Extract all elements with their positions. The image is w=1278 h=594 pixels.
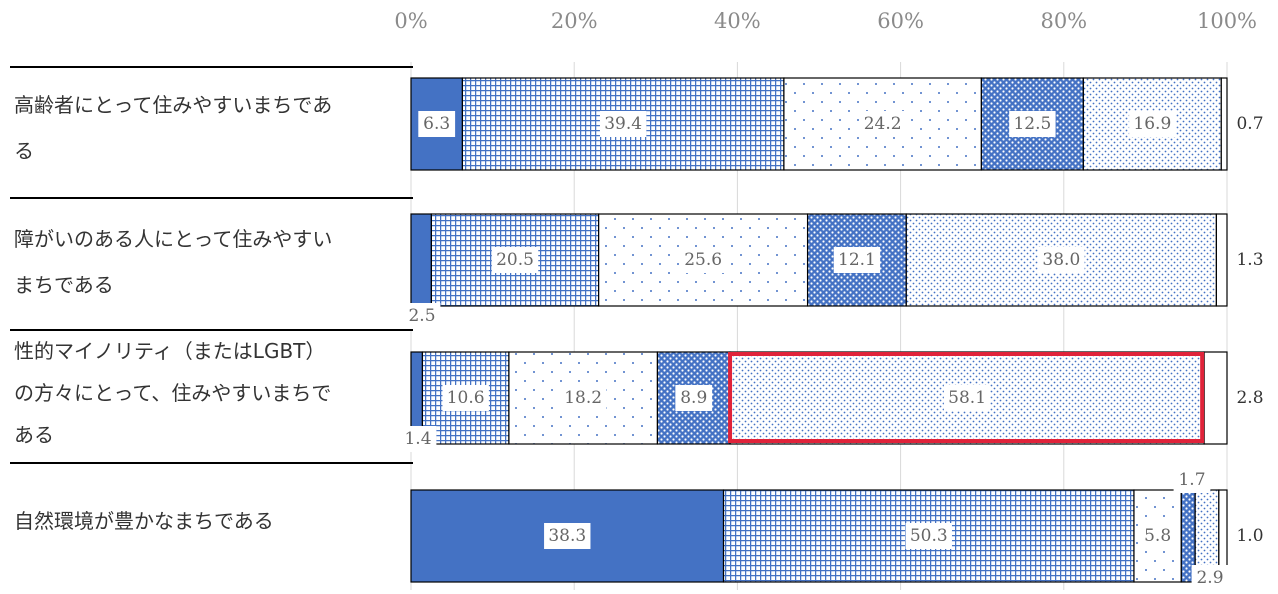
category-labels: 高齢者にとって住みやすいまちである障がいのある人にとって住みやすいまちである性的… — [14, 93, 332, 533]
svg-text:10.6: 10.6 — [447, 388, 485, 408]
category-label: 性的マイノリティ（またはLGBT） — [14, 339, 325, 363]
svg-text:0.7: 0.7 — [1236, 114, 1263, 134]
category-label: の方々にとって、住みやすいまちで — [14, 381, 331, 405]
svg-text:2.9: 2.9 — [1196, 568, 1223, 588]
svg-text:1.0: 1.0 — [1236, 526, 1263, 546]
data-label: 12.1 — [833, 247, 881, 273]
svg-text:39.4: 39.4 — [604, 114, 642, 134]
data-label: 16.9 — [1129, 111, 1176, 137]
svg-text:6.3: 6.3 — [423, 114, 450, 134]
data-label: 24.2 — [859, 111, 906, 137]
bar-segment — [1203, 351, 1228, 445]
svg-text:25.6: 25.6 — [684, 250, 722, 270]
category-label: 障がいのある人にとって住みやすい — [14, 227, 332, 251]
data-label: 50.3 — [905, 523, 952, 549]
data-label: 5.8 — [1139, 523, 1177, 549]
svg-text:2.5: 2.5 — [408, 306, 435, 326]
svg-text:1.7: 1.7 — [1178, 470, 1205, 490]
category-label: 高齢者にとって住みやすいまちであ — [14, 93, 332, 117]
x-tick-label: 100% — [1197, 9, 1257, 33]
svg-text:5.8: 5.8 — [1144, 526, 1171, 546]
svg-text:38.3: 38.3 — [548, 526, 586, 546]
bar-segment — [1215, 213, 1228, 307]
data-label: 1.0 — [1236, 526, 1263, 546]
svg-text:58.1: 58.1 — [948, 388, 986, 408]
highlight-box — [728, 352, 1205, 443]
data-label: 58.1 — [943, 385, 991, 411]
data-label: 38.3 — [544, 523, 591, 549]
data-label: 38.0 — [1038, 247, 1085, 273]
data-label: 12.5 — [1009, 111, 1056, 137]
data-labels: 6.3 39.4 24.2 12.5 16.9 0.7 2.5 20.5 25.6 12.1 38.… — [399, 111, 1264, 591]
category-separators — [10, 66, 413, 464]
svg-text:2.8: 2.8 — [1236, 388, 1263, 408]
data-label: 39.4 — [599, 111, 647, 137]
x-tick-label: 80% — [1040, 9, 1087, 33]
svg-text:18.2: 18.2 — [564, 388, 602, 408]
svg-text:16.9: 16.9 — [1133, 114, 1171, 134]
bar-segment — [1220, 77, 1228, 171]
svg-text:8.9: 8.9 — [680, 388, 707, 408]
data-label: 25.6 — [679, 247, 727, 273]
svg-text:20.5: 20.5 — [496, 250, 534, 270]
data-label: 1.4 — [399, 426, 437, 452]
svg-text:1.3: 1.3 — [1236, 250, 1263, 270]
bar-segments — [410, 77, 1228, 583]
data-label: 1.3 — [1236, 250, 1263, 270]
svg-text:24.2: 24.2 — [864, 114, 902, 134]
data-label: 2.5 — [403, 303, 441, 329]
data-label: 2.9 — [1191, 565, 1229, 591]
svg-text:50.3: 50.3 — [910, 526, 948, 546]
svg-text:1.4: 1.4 — [404, 429, 431, 449]
x-tick-label: 60% — [877, 9, 924, 33]
data-label: 2.8 — [1236, 388, 1263, 408]
data-label: 6.3 — [418, 111, 456, 137]
data-label: 0.7 — [1236, 114, 1263, 134]
category-label: る — [14, 139, 34, 163]
bar-segment — [410, 213, 432, 307]
data-label: 10.6 — [442, 385, 489, 411]
category-label: まちである — [14, 273, 114, 297]
data-label: 8.9 — [675, 385, 713, 411]
data-label: 20.5 — [491, 247, 539, 273]
data-label: 1.7 — [1173, 467, 1211, 493]
x-axis-tick-labels: 0% 20% 40% 60% 80% 100% — [394, 9, 1257, 33]
svg-text:12.5: 12.5 — [1013, 114, 1051, 134]
svg-text:38.0: 38.0 — [1042, 250, 1080, 270]
x-tick-label: 40% — [714, 9, 761, 33]
data-label: 18.2 — [559, 385, 607, 411]
x-tick-label: 0% — [394, 9, 427, 33]
svg-text:12.1: 12.1 — [838, 250, 876, 270]
x-tick-label: 20% — [551, 9, 598, 33]
category-label: 自然環境が豊かなまちである — [14, 509, 274, 533]
category-label: ある — [14, 423, 54, 447]
